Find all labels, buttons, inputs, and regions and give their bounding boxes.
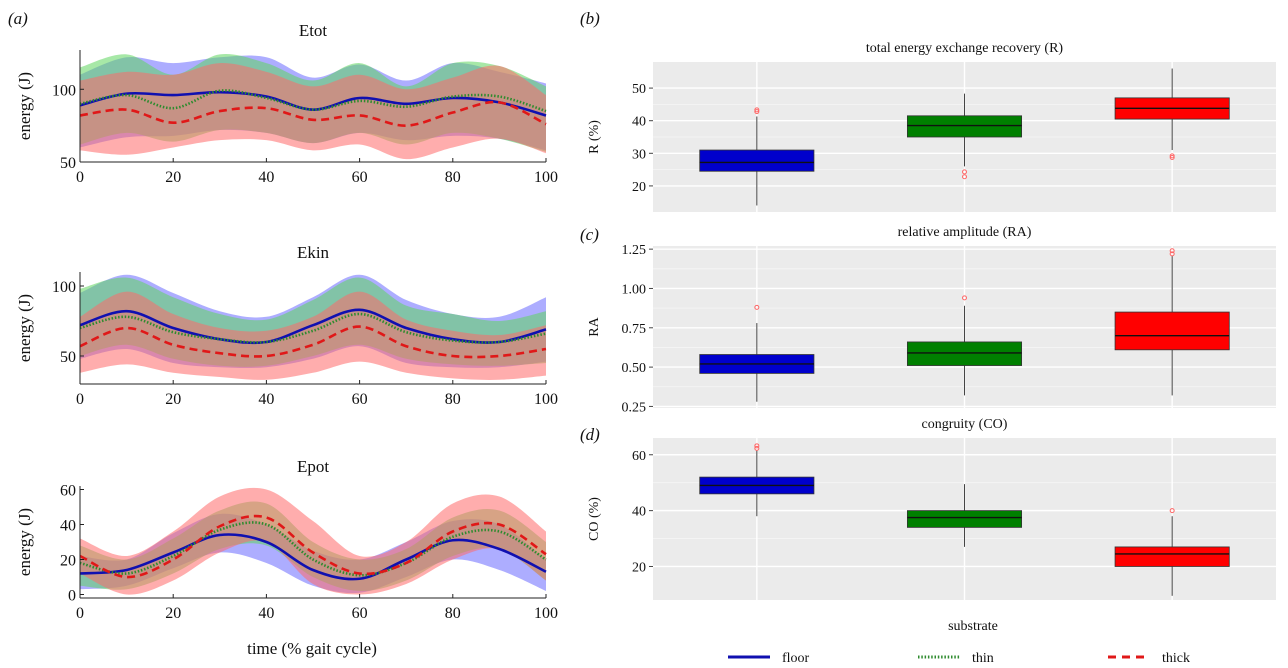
- chart-etot: Etot 0 20 40 60 80 100 50 100 energy (J): [15, 21, 558, 186]
- chart-recovery: total energy exchange recovery (R) 20 30 40…: [587, 41, 1276, 212]
- legend-label-thin: thin: [972, 651, 994, 666]
- outlier-point-thin: [962, 174, 967, 180]
- y-tick-label: 30: [632, 147, 646, 162]
- x-tick-label: 80: [445, 605, 461, 622]
- x-tick-label: 40: [258, 605, 274, 622]
- y-tick-label: 20: [60, 553, 76, 570]
- y-tick-label: 0.75: [622, 322, 647, 337]
- panel-label-b: (b): [580, 9, 600, 28]
- legend: floor thin thick: [728, 651, 1190, 666]
- x-tick-label: 0: [76, 605, 84, 622]
- outlier-point-floor: [754, 109, 760, 115]
- y-tick-label: 40: [632, 505, 646, 520]
- x-tick-label: 100: [534, 169, 558, 186]
- mean-line-thick: [79, 325, 547, 359]
- panel-title-recovery: total energy exchange recovery (R): [866, 41, 1064, 56]
- panel-title-relative-amplitude: relative amplitude (RA): [898, 225, 1032, 240]
- y-axis-label: energy (J): [15, 508, 34, 576]
- band-thick: [80, 487, 546, 595]
- panel-title-epot: Epot: [297, 457, 329, 476]
- y-tick-label: 1.25: [622, 243, 647, 258]
- band-thick: [80, 63, 546, 160]
- x-tick-label: 100: [534, 391, 558, 408]
- x-tick-label: 20: [165, 391, 181, 408]
- outlier-point-thick: [1169, 248, 1175, 254]
- x-tick-label: 20: [165, 605, 181, 622]
- y-axis-label: R (%): [587, 120, 602, 154]
- y-tick-label: 0.25: [622, 400, 647, 415]
- mean-line-thin: [79, 89, 547, 113]
- box-floor: [699, 149, 815, 172]
- x-axis-label-substrate: substrate: [948, 619, 998, 634]
- legend-label-thick: thick: [1162, 651, 1190, 666]
- y-tick-label: 60: [632, 449, 646, 464]
- box-thick: [1114, 546, 1230, 567]
- x-tick-label: 80: [445, 169, 461, 186]
- x-tick-label: 60: [352, 605, 368, 622]
- outlier-point-thin: [962, 295, 967, 301]
- outlier-point-thick: [1169, 508, 1175, 514]
- mean-line-thin: [79, 521, 547, 577]
- mean-line-floor: [79, 533, 547, 581]
- y-tick-label: 40: [632, 115, 646, 130]
- y-tick-label: 50: [60, 349, 76, 366]
- panel-title-etot: Etot: [299, 21, 328, 40]
- box-thin: [906, 115, 1023, 138]
- outlier-point-floor: [754, 445, 760, 451]
- panel-label-c: (c): [580, 225, 599, 244]
- y-tick-label: 100: [52, 82, 76, 99]
- chart-congruity: congruity (CO) 20 40 60 CO (%): [587, 417, 1276, 600]
- outlier-point-thick: [1169, 153, 1175, 159]
- outlier-point-floor: [754, 107, 760, 113]
- x-tick-label: 60: [352, 391, 368, 408]
- mean-line-thin: [79, 312, 547, 344]
- y-tick-label: 50: [60, 155, 76, 172]
- mean-line-thick: [79, 100, 547, 127]
- chart-epot: Epot 0 20 40 60 80 100 0 20 40 60 energy (J): [15, 457, 558, 622]
- band-thick: [80, 291, 546, 380]
- y-tick-label: 20: [632, 180, 646, 195]
- panel-label-d: (d): [580, 425, 600, 444]
- chart-relative-amplitude: relative amplitude (RA) 0.25 0.50 0.75 1.00 1…: [587, 225, 1276, 415]
- chart-ekin: Ekin 0 20 40 60 80 100 50 100 energy (J): [15, 243, 558, 408]
- panel-label-a: (a): [8, 9, 28, 28]
- panel-title-ekin: Ekin: [297, 243, 330, 262]
- mean-line-thick: [79, 514, 547, 579]
- x-axis-label-time: time (% gait cycle): [247, 639, 377, 658]
- outlier-point-thin: [962, 169, 967, 175]
- y-tick-label: 100: [52, 279, 76, 296]
- box-thin: [906, 510, 1023, 528]
- x-tick-label: 0: [76, 169, 84, 186]
- x-tick-label: 80: [445, 391, 461, 408]
- outlier-point-thick: [1169, 251, 1175, 257]
- y-tick-label: 1.00: [622, 282, 647, 297]
- y-axis-label: energy (J): [15, 294, 34, 362]
- x-tick-label: 0: [76, 391, 84, 408]
- y-tick-label: 60: [60, 483, 76, 500]
- x-tick-label: 40: [258, 391, 274, 408]
- box-thick: [1114, 311, 1230, 351]
- outlier-point-floor: [754, 304, 760, 310]
- y-tick-label: 50: [632, 82, 646, 97]
- outlier-point-floor: [754, 443, 760, 449]
- y-tick-label: 0: [68, 588, 76, 605]
- y-axis-label: energy (J): [15, 72, 34, 140]
- y-axis-label: RA: [587, 316, 602, 336]
- outlier-point-thick: [1169, 155, 1175, 161]
- y-tick-label: 20: [632, 560, 646, 575]
- y-tick-label: 40: [60, 518, 76, 535]
- x-tick-label: 20: [165, 169, 181, 186]
- box-thin: [906, 341, 1023, 366]
- panel-title-congruity: congruity (CO): [922, 417, 1008, 432]
- legend-label-floor: floor: [782, 651, 810, 666]
- x-tick-label: 100: [534, 605, 558, 622]
- x-tick-label: 40: [258, 169, 274, 186]
- y-axis-label: CO (%): [587, 497, 602, 541]
- y-tick-label: 0.50: [622, 361, 647, 376]
- x-tick-label: 60: [352, 169, 368, 186]
